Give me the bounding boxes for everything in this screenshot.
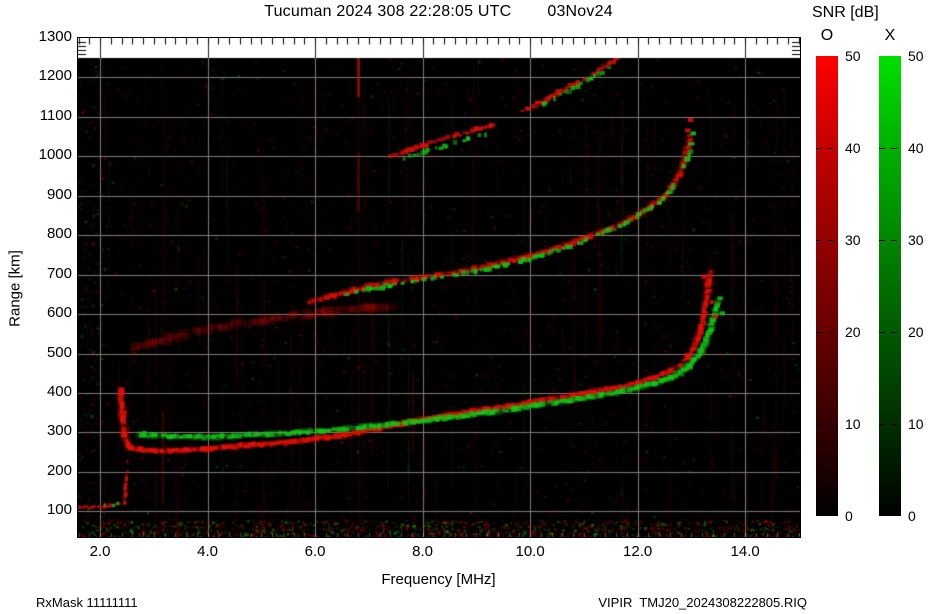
y-tick-label: 600	[46, 304, 72, 322]
y-tick-label: 300	[46, 422, 72, 440]
x-tick-label: 4.0	[197, 543, 218, 560]
x-mode-label: X	[884, 27, 896, 44]
x-tick-label: 8.0	[412, 543, 434, 560]
y-tick-label: 1200	[38, 67, 72, 85]
colorbar-tick-dash	[879, 148, 901, 149]
y-tick-label: 100	[46, 501, 72, 519]
colorbar-tick-label: 20	[845, 324, 861, 340]
filename-label: VIPIR TMJ20_2024308222805.RIQ	[598, 595, 807, 610]
y-tick-label: 1300	[38, 28, 72, 45]
colorbar-tick-dash	[816, 148, 838, 149]
colorbar-tick-dash	[816, 424, 838, 425]
x-axis-title: Frequency [MHz]	[381, 571, 496, 588]
colorbar-tick-dash	[816, 332, 838, 333]
x-tick-label: 12.0	[623, 543, 653, 560]
colorbar-tick-label: 40	[845, 140, 861, 156]
title-date: 03Nov24	[547, 3, 613, 20]
colorbar-tick-label: 30	[908, 232, 924, 248]
y-axis-title: Range [km]	[6, 250, 24, 327]
x-tick-label: 2.0	[89, 543, 111, 560]
y-tick-label: 800	[46, 225, 72, 243]
colorbar-tick-label: 20	[908, 324, 924, 340]
colorbar-tick-label: 0	[908, 508, 916, 524]
y-tick-label: 700	[46, 264, 72, 282]
y-tick-label: 200	[46, 461, 72, 479]
colorbar-tick-label: 0	[845, 508, 853, 524]
y-tick-label: 1100	[39, 106, 72, 124]
y-tick-label: 500	[46, 343, 72, 361]
title-text: Tucuman 2024 308 22:28:05 UTC	[264, 3, 512, 20]
o-mode-label: O	[820, 27, 834, 44]
plot-area	[77, 37, 801, 538]
x-tick-label: 10.0	[515, 543, 545, 560]
y-tick-label: 1000	[38, 146, 72, 164]
colorbar-tick-dash	[816, 240, 838, 241]
plot-title: Tucuman 2024 308 22:28:05 UTC 03Nov24	[77, 3, 800, 21]
snr-legend-title: SNR [dB]	[812, 4, 879, 21]
y-tick-label: 900	[46, 185, 72, 203]
x-tick-label: 14.0	[730, 543, 760, 560]
colorbar-tick-label: 30	[845, 232, 861, 248]
colorbar-tick-label: 40	[908, 140, 924, 156]
ionogram-canvas	[78, 38, 800, 537]
colorbar-tick-label: 10	[845, 416, 861, 432]
colorbar-tick-label: 50	[908, 48, 924, 64]
o-mode-colorbar	[816, 56, 838, 516]
y-tick-label: 400	[46, 383, 72, 401]
x-mode-colorbar	[879, 56, 901, 516]
colorbar-tick-dash	[879, 424, 901, 425]
colorbar-tick-dash	[879, 240, 901, 241]
colorbar-tick-label: 10	[908, 416, 924, 432]
colorbar-tick-label: 50	[845, 48, 861, 64]
x-tick-label: 6.0	[304, 543, 326, 560]
colorbar-tick-dash	[879, 332, 901, 333]
rxmask-label: RxMask 11111111	[36, 595, 138, 610]
